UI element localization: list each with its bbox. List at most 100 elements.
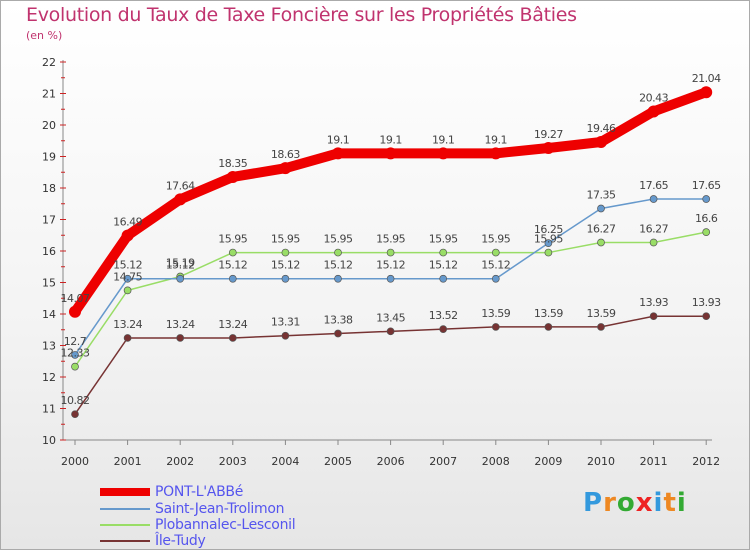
legend-swatch-plobannalec-lesconil xyxy=(100,524,150,526)
data-point xyxy=(228,248,237,257)
data-point xyxy=(123,286,132,295)
data-point xyxy=(123,274,132,283)
data-point xyxy=(491,323,500,331)
data-label: 17.65 xyxy=(639,179,668,192)
data-label: 14.07 xyxy=(61,292,90,305)
data-label: 15.95 xyxy=(376,233,405,246)
data-label: 15.95 xyxy=(271,233,300,246)
legend-item-saint-jean-trolimon: Saint-Jean-Trolimon xyxy=(100,501,360,517)
data-point xyxy=(595,136,607,149)
data-label: 15.19 xyxy=(166,257,195,270)
series-1 xyxy=(71,195,711,359)
data-point xyxy=(281,248,290,257)
data-point xyxy=(491,248,500,257)
data-point xyxy=(334,329,342,338)
x-tick-label: 2009 xyxy=(534,455,562,468)
data-label: 19.1 xyxy=(432,133,455,146)
data-point xyxy=(123,334,132,342)
y-tick-label: 11 xyxy=(42,403,56,416)
legend-swatch-pont-labbe xyxy=(100,488,150,496)
y-tick-label: 18 xyxy=(42,182,56,195)
legend-label-pont-labbe: PONT-L'ABBé xyxy=(155,484,244,500)
x-tick-label: 2000 xyxy=(61,455,89,468)
data-label: 18.35 xyxy=(218,157,247,170)
data-point xyxy=(174,193,187,206)
legend-swatch-ile-tudy xyxy=(100,540,150,542)
data-point xyxy=(176,274,185,283)
x-tick-label: 2001 xyxy=(114,455,142,468)
y-tick-label: 21 xyxy=(42,88,56,101)
data-point xyxy=(176,334,185,342)
logo-letter: i xyxy=(653,488,664,518)
data-label: 15.95 xyxy=(534,233,563,246)
data-label: 13.24 xyxy=(218,318,247,331)
data-point xyxy=(649,238,658,247)
legend-label-saint-jean-trolimon: Saint-Jean-Trolimon xyxy=(155,501,285,517)
data-label: 19.1 xyxy=(379,133,402,146)
data-label: 13.24 xyxy=(113,318,142,331)
data-label: 18.63 xyxy=(271,148,300,161)
y-tick-label: 13 xyxy=(42,340,56,353)
x-tick-label: 2011 xyxy=(640,455,668,468)
data-point xyxy=(597,204,605,213)
x-tick-label: 2006 xyxy=(377,455,405,468)
data-label: 15.12 xyxy=(271,259,300,272)
data-point xyxy=(489,147,502,160)
data-point xyxy=(121,229,134,242)
x-tick-label: 2005 xyxy=(324,455,352,468)
data-point xyxy=(544,248,553,257)
data-point xyxy=(647,105,660,118)
data-label: 21.04 xyxy=(692,72,721,85)
data-label: 13.59 xyxy=(534,307,563,320)
x-tick-label: 2012 xyxy=(692,455,720,468)
data-label: 10.82 xyxy=(61,394,90,407)
data-label: 19.1 xyxy=(485,133,508,146)
x-tick-label: 2008 xyxy=(482,455,510,468)
logo-letter: x xyxy=(635,488,654,518)
data-point xyxy=(386,274,395,283)
data-label: 15.95 xyxy=(324,233,353,246)
data-label: 13.52 xyxy=(429,309,458,322)
data-point xyxy=(702,195,711,203)
y-tick-label: 14 xyxy=(42,308,56,321)
data-point xyxy=(544,239,553,247)
data-point xyxy=(491,274,500,283)
y-tick-label: 10 xyxy=(42,434,56,447)
data-label: 12.7 xyxy=(64,335,87,348)
proxiti-logo: Proxiti xyxy=(583,488,687,518)
data-label: 16.49 xyxy=(113,216,142,229)
data-point xyxy=(439,274,448,283)
data-point xyxy=(439,325,448,333)
chart-title: Evolution du Taux de Taxe Foncière sur l… xyxy=(26,4,577,26)
data-label: 16.27 xyxy=(639,222,668,235)
data-point xyxy=(334,274,342,283)
data-label: 15.12 xyxy=(113,259,142,272)
data-point xyxy=(384,147,397,160)
legend-label-ile-tudy: Île-Tudy xyxy=(155,533,206,549)
series-2 xyxy=(71,228,711,371)
data-label: 19.46 xyxy=(587,122,616,135)
data-point xyxy=(69,305,81,318)
data-point xyxy=(702,312,711,321)
data-point xyxy=(700,86,713,99)
data-point xyxy=(597,238,605,247)
logo-letter: r xyxy=(603,488,617,518)
data-point xyxy=(597,323,605,331)
data-label: 19.27 xyxy=(534,128,563,141)
logo-letter: i xyxy=(676,488,687,518)
x-tick-label: 2007 xyxy=(429,455,457,468)
logo-letter: P xyxy=(583,488,604,518)
data-label: 16.27 xyxy=(587,222,616,235)
y-tick-label: 12 xyxy=(42,371,56,384)
data-point xyxy=(71,351,79,359)
data-label: 17.65 xyxy=(692,179,721,192)
y-tick-label: 19 xyxy=(42,151,56,164)
data-label: 17.35 xyxy=(587,188,616,201)
data-point xyxy=(437,147,450,160)
data-label: 15.12 xyxy=(481,259,510,272)
legend-swatch-saint-jean-trolimon xyxy=(100,508,150,510)
data-point xyxy=(649,195,658,203)
data-label: 15.12 xyxy=(166,259,195,272)
data-label: 12.33 xyxy=(61,347,90,360)
